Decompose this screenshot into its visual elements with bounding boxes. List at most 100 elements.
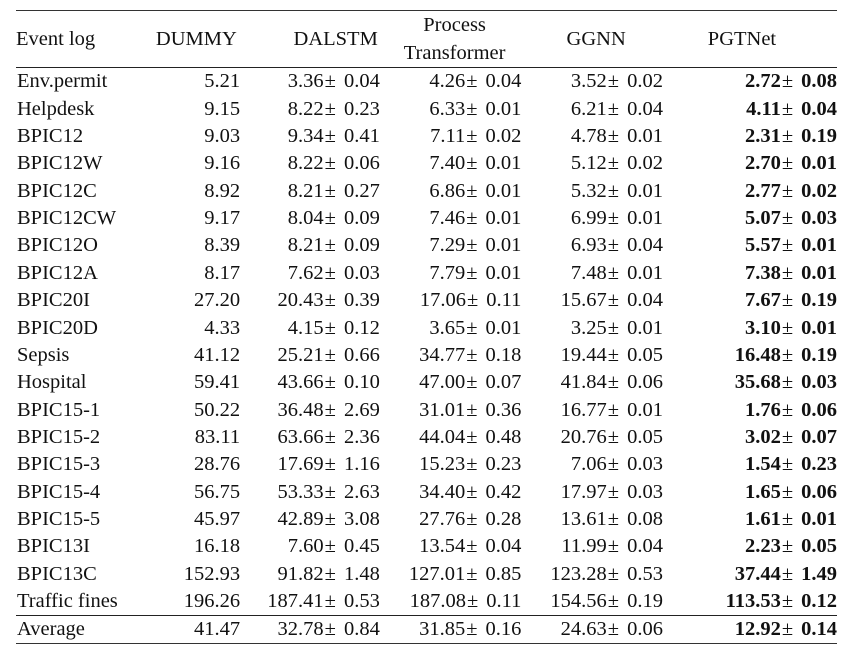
std-value: 0.19	[801, 125, 837, 148]
plus-minus-symbol: ±	[324, 589, 336, 612]
std-value: 0.03	[801, 207, 837, 230]
std-value: 0.23	[485, 453, 522, 476]
std-value: 0.05	[627, 343, 663, 366]
std-value: 0.48	[485, 425, 522, 448]
cell-pgtnet: 37.44± 1.49	[667, 560, 837, 587]
plus-minus-symbol: ±	[607, 207, 620, 230]
cell-dalstm: 8.22± 0.23	[246, 95, 384, 122]
std-value: 0.07	[801, 425, 837, 448]
cell-dummy: 196.26	[183, 589, 241, 612]
mean-value: 187.41	[267, 589, 324, 612]
header-row: Event log DUMMY DALSTM Process Transform…	[16, 10, 837, 68]
cell-pgtnet: 35.68± 0.03	[667, 369, 837, 396]
std-value: 0.06	[801, 398, 837, 421]
cell-ggnn: 5.12± 0.02	[525, 150, 667, 177]
plus-minus-symbol: ±	[781, 70, 794, 93]
cell-dalstm: 43.66± 0.10	[246, 369, 384, 396]
cell-pgtnet: 1.65± 0.06	[667, 478, 837, 505]
cell-dalstm: 36.48± 2.69	[246, 396, 384, 423]
mean-value: 20.76	[560, 425, 607, 448]
mean-value: 3.10	[744, 316, 781, 339]
cell-pt: 187.08± 0.11	[384, 588, 526, 616]
plus-minus-symbol: ±	[607, 618, 620, 641]
mean-value: 27.76	[419, 507, 466, 530]
mean-value: 6.33	[429, 97, 466, 120]
plus-minus-symbol: ±	[781, 589, 794, 612]
plus-minus-symbol: ±	[781, 343, 794, 366]
plus-minus-symbol: ±	[607, 70, 620, 93]
mean-value: 8.21	[287, 234, 324, 257]
plus-minus-symbol: ±	[324, 207, 336, 230]
results-table-container: Event log DUMMY DALSTM Process Transform…	[16, 10, 837, 644]
std-value: 0.01	[627, 261, 663, 284]
mean-value: 2.77	[744, 179, 781, 202]
plus-minus-symbol: ±	[466, 97, 478, 120]
mean-value: 154.56	[550, 589, 607, 612]
plus-minus-symbol: ±	[607, 562, 620, 585]
plus-minus-symbol: ±	[466, 589, 479, 612]
mean-value: 7.62	[287, 261, 324, 284]
std-value: 0.28	[485, 507, 522, 530]
table-row: BPIC15-1 50.22 36.48± 2.69 31.01± 0.36 16.77± 0…	[16, 396, 837, 423]
std-value: 0.07	[485, 371, 522, 394]
std-value: 0.23	[343, 97, 380, 120]
mean-value: 13.61	[560, 507, 607, 530]
plus-minus-symbol: ±	[466, 398, 478, 421]
mean-value: 19.44	[560, 343, 607, 366]
cell-dummy: 16.18	[194, 535, 241, 558]
cell-dummy: 59.41	[194, 371, 241, 394]
cell-pgtnet: 2.77± 0.02	[667, 177, 837, 204]
std-value: 0.01	[485, 179, 522, 202]
plus-minus-symbol: ±	[781, 453, 794, 476]
std-value: 2.69	[343, 398, 380, 421]
std-value: 0.03	[343, 261, 380, 284]
std-value: 0.04	[627, 234, 663, 257]
plus-minus-symbol: ±	[607, 261, 620, 284]
plus-minus-symbol: ±	[781, 480, 794, 503]
std-value: 0.36	[485, 398, 522, 421]
cell-ggnn: 154.56± 0.19	[525, 588, 667, 616]
mean-value: 7.67	[744, 289, 781, 312]
std-value: 0.19	[627, 589, 663, 612]
cell-event-log: BPIC15-1	[17, 398, 101, 421]
mean-value: 8.04	[287, 207, 324, 230]
cell-event-log: BPIC12W	[17, 152, 103, 175]
mean-value: 11.99	[561, 535, 607, 558]
plus-minus-symbol: ±	[324, 234, 336, 257]
cell-dummy: 152.93	[183, 562, 241, 585]
plus-minus-symbol: ±	[466, 343, 478, 366]
mean-value: 2.72	[744, 70, 781, 93]
cell-pgtnet: 5.07± 0.03	[667, 205, 837, 232]
table-row: Traffic fines 196.26 187.41± 0.53 187.08± 0.1…	[16, 588, 837, 616]
mean-value: 15.23	[419, 453, 466, 476]
cell-event-log: BPIC12C	[17, 179, 97, 202]
cell-ggnn: 5.32± 0.01	[525, 177, 667, 204]
mean-value: 1.54	[744, 453, 781, 476]
mean-value: 3.25	[570, 316, 607, 339]
header-ggnn: GGNN	[566, 27, 626, 50]
mean-value: 31.01	[419, 398, 466, 421]
plus-minus-symbol: ±	[781, 125, 794, 148]
cell-ggnn: 6.99± 0.01	[525, 205, 667, 232]
std-value: 0.05	[801, 535, 837, 558]
mean-value: 63.66	[277, 425, 324, 448]
table-row: BPIC20I 27.20 20.43± 0.39 17.06± 0.11 15.67± 0.…	[16, 287, 837, 314]
cell-ggnn: 7.48± 0.01	[525, 259, 667, 286]
cell-pt: 13.54± 0.04	[384, 533, 526, 560]
std-value: 0.53	[343, 589, 380, 612]
mean-value: 4.78	[570, 125, 607, 148]
cell-dalstm: 187.41± 0.53	[246, 588, 384, 616]
mean-value: 20.43	[277, 289, 324, 312]
std-value: 0.14	[801, 618, 837, 641]
std-value: 0.01	[627, 207, 663, 230]
cell-event-log: Sepsis	[17, 343, 70, 366]
mean-value: 31.85	[419, 618, 466, 641]
plus-minus-symbol: ±	[781, 371, 794, 394]
std-value: 0.08	[627, 507, 663, 530]
std-value: 2.63	[343, 480, 380, 503]
std-value: 0.01	[485, 234, 522, 257]
mean-value: 53.33	[277, 480, 324, 503]
mean-value: 7.06	[570, 453, 607, 476]
cell-pgtnet: 2.70± 0.01	[667, 150, 837, 177]
mean-value: 17.97	[560, 480, 607, 503]
